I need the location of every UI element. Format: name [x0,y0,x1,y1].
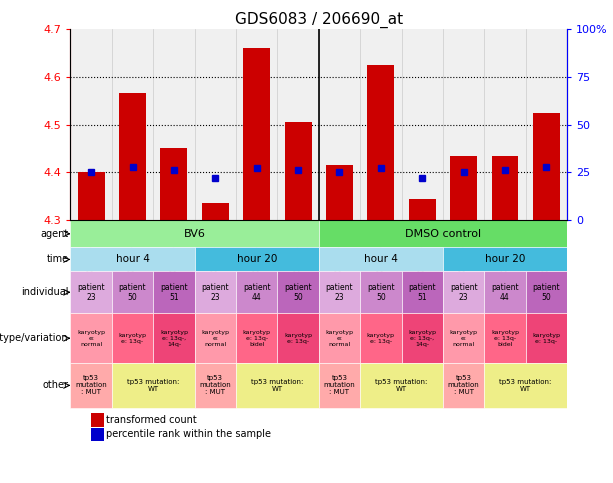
Bar [450,156,477,220]
Bar [70,313,112,363]
Text: tp53 mutation:
WT: tp53 mutation: WT [375,379,428,392]
Bar [243,48,270,220]
Bar [319,363,360,408]
Bar [153,271,195,313]
Text: transformed count: transformed count [105,415,196,425]
Bar [91,413,104,426]
Bar [153,313,195,363]
Bar [360,313,402,363]
Text: patient
44: patient 44 [491,283,519,302]
Text: hour 20: hour 20 [237,255,277,264]
Bar [112,313,153,363]
Bar [526,271,567,313]
Text: tp53 mutation:
WT: tp53 mutation: WT [500,379,552,392]
Text: karyotyp
e:
normal: karyotyp e: normal [77,330,105,346]
Bar [367,65,394,220]
Bar [319,271,360,313]
Bar [161,148,188,220]
Text: patient
50: patient 50 [119,283,147,302]
Text: hour 4: hour 4 [116,255,150,264]
Text: patient
44: patient 44 [243,283,270,302]
Bar [484,271,526,313]
Text: individual: individual [21,287,69,297]
Text: patient
50: patient 50 [533,283,560,302]
Text: karyotyp
e: 13q-: karyotyp e: 13q- [532,333,560,343]
Bar [409,199,436,220]
Text: karyotyp
e:
normal: karyotyp e: normal [326,330,354,346]
Bar [70,271,112,313]
Bar [443,363,484,408]
Text: DMSO control: DMSO control [405,229,481,239]
Bar [402,271,443,313]
Bar [119,93,146,220]
Text: karyotyp
e: 13q-: karyotyp e: 13q- [367,333,395,343]
Bar [91,428,104,441]
Text: percentile rank within the sample: percentile rank within the sample [105,429,271,440]
Bar [443,313,484,363]
Text: time: time [47,255,69,264]
Text: patient
23: patient 23 [326,283,353,302]
Bar [112,271,153,313]
Bar [319,220,567,247]
Text: tp53 mutation:
WT: tp53 mutation: WT [127,379,180,392]
Bar [195,363,236,408]
Bar [277,271,319,313]
Bar [360,271,402,313]
Bar [492,156,519,220]
Text: tp53
mutation
: MUT: tp53 mutation : MUT [447,375,479,396]
Bar [326,165,353,220]
Bar [236,271,277,313]
Bar [78,172,105,220]
Text: other: other [42,381,69,390]
Bar [443,247,567,271]
Bar [195,313,236,363]
Text: karyotyp
e: 13q-
bidel: karyotyp e: 13q- bidel [491,330,519,346]
Bar [195,271,236,313]
Text: karyotyp
e: 13q-
bidel: karyotyp e: 13q- bidel [243,330,271,346]
Text: patient
23: patient 23 [77,283,105,302]
Bar [533,113,560,220]
Text: hour 20: hour 20 [485,255,525,264]
Text: patient
50: patient 50 [284,283,312,302]
Text: karyotyp
e: 13q-,
14q-: karyotyp e: 13q-, 14q- [160,330,188,346]
Bar [526,313,567,363]
Bar [319,247,443,271]
Bar [70,363,112,408]
Text: BV6: BV6 [184,229,205,239]
Bar [284,122,311,220]
Bar [319,313,360,363]
Bar [236,363,319,408]
Bar [236,313,277,363]
Bar [484,313,526,363]
Bar [70,247,195,271]
Text: hour 4: hour 4 [364,255,398,264]
Bar [360,363,443,408]
Text: patient
51: patient 51 [160,283,188,302]
Text: karyotyp
e:
normal: karyotyp e: normal [201,330,229,346]
Bar [195,247,319,271]
Text: tp53
mutation
: MUT: tp53 mutation : MUT [324,375,356,396]
Text: tp53
mutation
: MUT: tp53 mutation : MUT [75,375,107,396]
Text: tp53
mutation
: MUT: tp53 mutation : MUT [199,375,231,396]
Bar [443,271,484,313]
Text: tp53 mutation:
WT: tp53 mutation: WT [251,379,303,392]
Text: genotype/variation: genotype/variation [0,333,69,343]
Bar [112,363,195,408]
Title: GDS6083 / 206690_at: GDS6083 / 206690_at [235,12,403,28]
Bar [484,363,567,408]
Text: karyotyp
e: 13q-: karyotyp e: 13q- [118,333,147,343]
Text: agent: agent [40,229,69,239]
Bar [70,220,319,247]
Text: karyotyp
e:
normal: karyotyp e: normal [449,330,478,346]
Text: patient
23: patient 23 [450,283,478,302]
Bar [402,313,443,363]
Text: karyotyp
e: 13q-,
14q-: karyotyp e: 13q-, 14q- [408,330,436,346]
Text: patient
23: patient 23 [202,283,229,302]
Bar [202,203,229,220]
Text: patient
51: patient 51 [408,283,436,302]
Bar [277,313,319,363]
Text: patient
50: patient 50 [367,283,395,302]
Text: karyotyp
e: 13q-: karyotyp e: 13q- [284,333,312,343]
